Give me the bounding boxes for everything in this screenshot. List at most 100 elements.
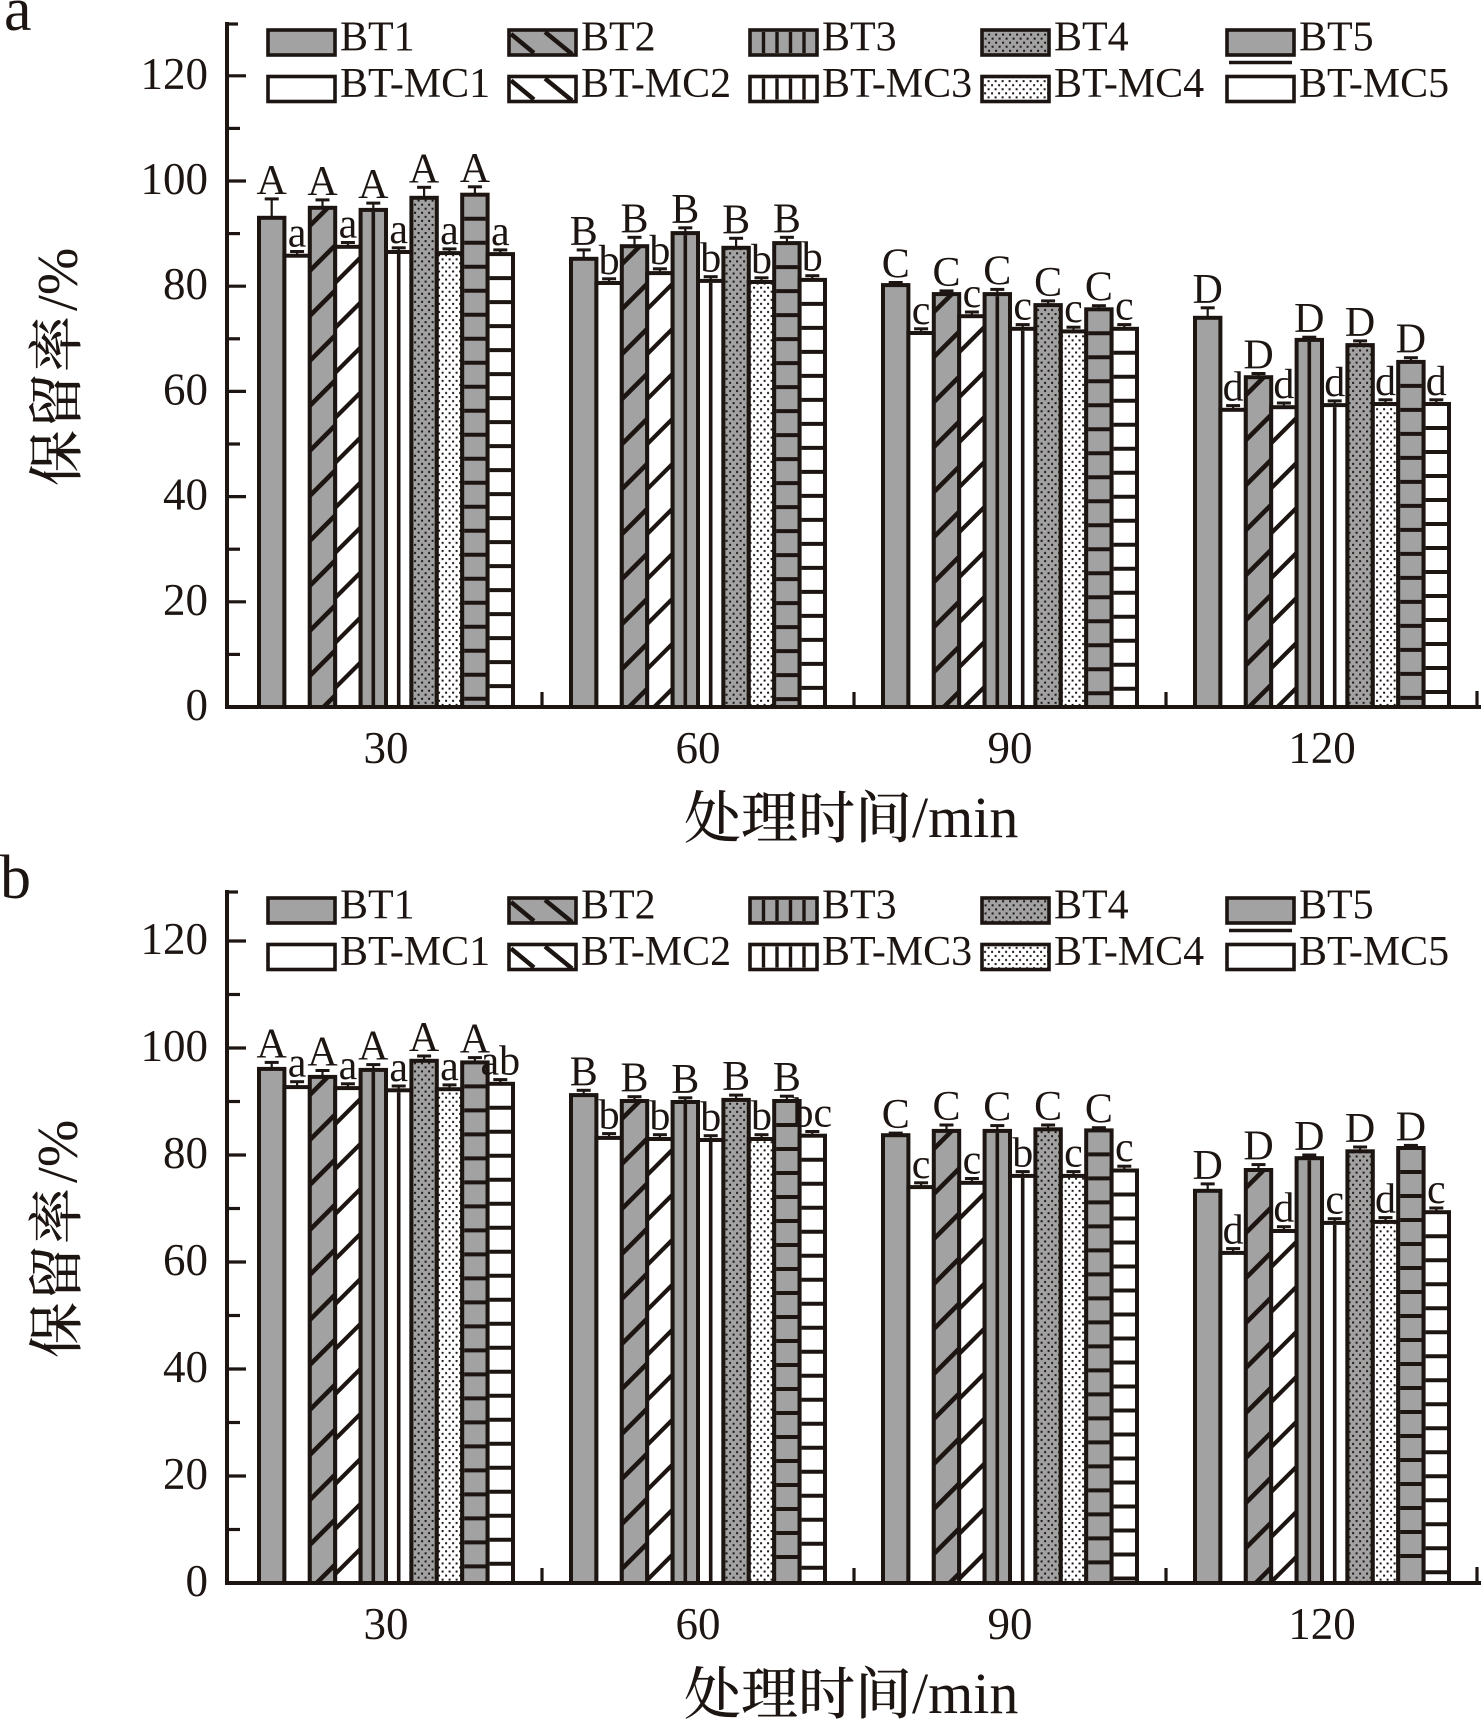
svg-text:BT2: BT2 bbox=[581, 883, 656, 929]
svg-text:A: A bbox=[257, 1021, 288, 1067]
svg-text:B: B bbox=[620, 196, 648, 242]
svg-text:BT-MC5: BT-MC5 bbox=[1299, 61, 1449, 107]
svg-text:80: 80 bbox=[163, 1128, 208, 1178]
svg-text:b: b bbox=[599, 1093, 620, 1139]
svg-text:BT-MC4: BT-MC4 bbox=[1054, 929, 1204, 975]
svg-text:BT-MC4: BT-MC4 bbox=[1054, 61, 1204, 107]
svg-text:BT2: BT2 bbox=[581, 15, 656, 61]
svg-text:b: b bbox=[751, 1094, 772, 1140]
svg-text:c: c bbox=[963, 271, 982, 317]
svg-text:a: a bbox=[288, 1041, 307, 1087]
svg-text:A: A bbox=[358, 162, 389, 208]
svg-text:C: C bbox=[1034, 260, 1062, 306]
svg-text:B: B bbox=[570, 209, 598, 255]
svg-text:d: d bbox=[1375, 1177, 1396, 1223]
svg-text:90: 90 bbox=[988, 1599, 1033, 1649]
svg-text:100: 100 bbox=[141, 154, 209, 204]
svg-text:/%: /% bbox=[27, 1120, 90, 1183]
svg-text:BT3: BT3 bbox=[822, 883, 897, 929]
svg-text:B: B bbox=[570, 1049, 598, 1095]
svg-text:b: b bbox=[700, 1095, 721, 1141]
svg-text:c: c bbox=[1115, 1125, 1134, 1171]
svg-text:D: D bbox=[1396, 1104, 1426, 1150]
svg-text:d: d bbox=[1324, 360, 1345, 406]
svg-text:bc: bc bbox=[792, 1091, 832, 1137]
svg-text:BT5: BT5 bbox=[1299, 883, 1374, 929]
svg-text:a: a bbox=[440, 1044, 459, 1090]
svg-text:BT-MC1: BT-MC1 bbox=[340, 929, 490, 975]
svg-text:c: c bbox=[1064, 286, 1083, 332]
svg-text:d: d bbox=[1223, 365, 1244, 411]
svg-text:D: D bbox=[1396, 317, 1426, 363]
svg-text:b: b bbox=[802, 235, 823, 281]
svg-text:A: A bbox=[307, 1030, 338, 1076]
svg-text:B: B bbox=[773, 1055, 801, 1101]
svg-text:D: D bbox=[1243, 333, 1273, 379]
svg-text:b: b bbox=[1012, 1131, 1033, 1177]
svg-text:B: B bbox=[722, 1054, 750, 1100]
svg-text:/min: /min bbox=[912, 785, 1018, 850]
svg-text:b: b bbox=[0, 844, 31, 912]
svg-text:c: c bbox=[1013, 284, 1032, 330]
svg-text:BT4: BT4 bbox=[1054, 15, 1129, 61]
svg-text:A: A bbox=[257, 158, 288, 204]
svg-text:c: c bbox=[912, 288, 931, 334]
svg-text:30: 30 bbox=[364, 1599, 409, 1649]
svg-text:120: 120 bbox=[141, 49, 209, 99]
svg-text:a: a bbox=[389, 207, 408, 253]
svg-text:c: c bbox=[1325, 1178, 1344, 1224]
svg-text:30: 30 bbox=[364, 723, 409, 773]
svg-text:a: a bbox=[4, 0, 32, 44]
svg-text:A: A bbox=[358, 1024, 389, 1070]
svg-text:B: B bbox=[671, 1057, 699, 1103]
svg-text:C: C bbox=[983, 1085, 1011, 1131]
svg-text:B: B bbox=[773, 196, 801, 242]
svg-text:BT-MC5: BT-MC5 bbox=[1299, 929, 1449, 975]
svg-text:a: a bbox=[339, 1043, 358, 1089]
svg-text:d: d bbox=[1375, 359, 1396, 405]
svg-text:C: C bbox=[882, 1092, 910, 1138]
svg-text:D: D bbox=[1345, 300, 1375, 346]
svg-text:c: c bbox=[1427, 1167, 1446, 1213]
svg-text:0: 0 bbox=[186, 1556, 209, 1606]
svg-text:BT4: BT4 bbox=[1054, 883, 1129, 929]
svg-text:60: 60 bbox=[676, 723, 721, 773]
svg-text:40: 40 bbox=[163, 1342, 208, 1392]
svg-text:d: d bbox=[1273, 362, 1294, 408]
svg-text:120: 120 bbox=[1288, 723, 1356, 773]
svg-text:BT1: BT1 bbox=[340, 15, 415, 61]
svg-text:C: C bbox=[882, 242, 910, 288]
svg-text:/min: /min bbox=[912, 1661, 1018, 1726]
svg-text:d: d bbox=[1426, 359, 1447, 405]
svg-text:B: B bbox=[722, 197, 750, 243]
svg-text:120: 120 bbox=[141, 914, 209, 964]
svg-text:D: D bbox=[1193, 267, 1223, 313]
svg-text:a: a bbox=[389, 1045, 408, 1091]
svg-text:a: a bbox=[339, 202, 358, 248]
svg-text:BT-MC2: BT-MC2 bbox=[581, 61, 731, 107]
svg-text:B: B bbox=[620, 1056, 648, 1102]
svg-text:D: D bbox=[1294, 1114, 1324, 1160]
svg-text:a: a bbox=[491, 209, 510, 255]
svg-text:BT-MC3: BT-MC3 bbox=[822, 929, 972, 975]
svg-text:20: 20 bbox=[163, 575, 208, 625]
svg-text:b: b bbox=[649, 228, 670, 274]
svg-text:D: D bbox=[1294, 296, 1324, 342]
svg-text:D: D bbox=[1345, 1106, 1375, 1152]
svg-text:BT3: BT3 bbox=[822, 15, 897, 61]
svg-text:80: 80 bbox=[163, 259, 208, 309]
svg-text:ab: ab bbox=[480, 1039, 520, 1085]
svg-text:C: C bbox=[1085, 265, 1113, 311]
svg-text:BT-MC3: BT-MC3 bbox=[822, 61, 972, 107]
svg-text:20: 20 bbox=[163, 1449, 208, 1499]
svg-text:BT-MC1: BT-MC1 bbox=[340, 61, 490, 107]
svg-text:100: 100 bbox=[141, 1021, 209, 1071]
svg-text:60: 60 bbox=[676, 1599, 721, 1649]
svg-text:C: C bbox=[932, 250, 960, 296]
svg-text:120: 120 bbox=[1288, 1599, 1356, 1649]
svg-text:d: d bbox=[1273, 1186, 1294, 1232]
svg-text:A: A bbox=[409, 146, 440, 192]
svg-text:A: A bbox=[460, 1017, 491, 1063]
svg-text:D: D bbox=[1193, 1143, 1223, 1189]
svg-text:b: b bbox=[599, 238, 620, 284]
